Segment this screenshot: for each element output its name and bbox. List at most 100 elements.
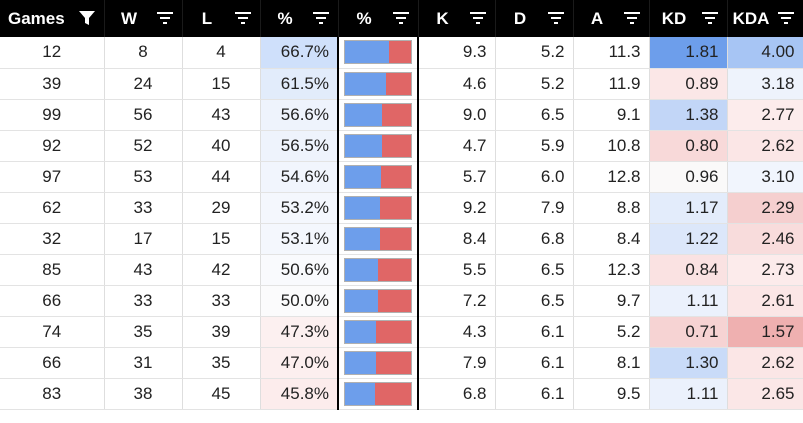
header-wins[interactable]: W	[104, 0, 183, 37]
win-pct-cell: 54.6%	[260, 161, 339, 193]
win-pct-cell: 45.8%	[260, 378, 339, 410]
deaths-cell: 6.5	[495, 285, 574, 317]
filter-active-icon[interactable]	[78, 10, 96, 26]
assists-cell: 12.3	[573, 254, 650, 286]
deaths-cell: 5.9	[495, 130, 574, 162]
header-label: D	[513, 9, 527, 28]
win-bar-cell	[337, 347, 419, 379]
filter-icon[interactable]	[312, 10, 330, 26]
win-bar-segment	[345, 165, 382, 188]
kd-cell: 1.38	[649, 99, 728, 131]
games-cell: 74	[0, 316, 105, 348]
win-loss-bar	[344, 319, 412, 344]
kills-cell: 7.2	[418, 285, 496, 317]
win-loss-bar	[344, 257, 412, 282]
header-kda[interactable]: KDA	[727, 0, 803, 37]
filter-icon[interactable]	[701, 10, 719, 26]
filter-icon[interactable]	[234, 10, 252, 26]
win-bar-cell	[337, 99, 419, 131]
losses-cell: 15	[182, 223, 261, 255]
table-row: 62 33 29 53.2% 9.2 7.9 8.8 1.17 2.29	[0, 192, 803, 224]
wins-cell: 31	[104, 347, 183, 379]
kills-cell: 8.4	[418, 223, 496, 255]
table-row: 74 35 39 47.3% 4.3 6.1 5.2 0.71 1.57	[0, 316, 803, 348]
deaths-cell: 6.5	[495, 254, 574, 286]
win-bar-cell	[337, 192, 419, 224]
header-kd[interactable]: KD	[649, 0, 728, 37]
deaths-cell: 5.2	[495, 68, 574, 100]
filter-icon[interactable]	[392, 10, 410, 26]
filter-icon[interactable]	[623, 10, 641, 26]
header-deaths[interactable]: D	[495, 0, 574, 37]
header-label: K	[436, 9, 449, 28]
win-bar-cell	[337, 223, 419, 255]
header-win-pct[interactable]: %	[260, 0, 339, 37]
kd-cell: 1.11	[649, 378, 728, 410]
games-cell: 85	[0, 254, 105, 286]
header-label: %	[277, 9, 293, 28]
assists-cell: 9.5	[573, 378, 650, 410]
wins-cell: 8	[104, 37, 183, 69]
filter-icon[interactable]	[156, 10, 174, 26]
table-row: 39 24 15 61.5% 4.6 5.2 11.9 0.89 3.18	[0, 68, 803, 100]
games-cell: 66	[0, 285, 105, 317]
win-bar-segment	[345, 72, 386, 95]
loss-bar-segment	[378, 289, 411, 312]
filter-icon[interactable]	[547, 10, 565, 26]
wins-cell: 33	[104, 192, 183, 224]
kd-cell: 1.30	[649, 347, 728, 379]
kda-cell: 4.00	[727, 37, 803, 69]
header-win-bar[interactable]: %	[338, 0, 419, 37]
win-pct-cell: 50.0%	[260, 285, 339, 317]
losses-cell: 42	[182, 254, 261, 286]
loss-bar-segment	[378, 258, 411, 281]
kd-cell: 0.71	[649, 316, 728, 348]
kd-cell: 1.22	[649, 223, 728, 255]
deaths-cell: 6.0	[495, 161, 574, 193]
win-bar-cell	[337, 285, 419, 317]
header-losses[interactable]: L	[182, 0, 261, 37]
stats-table: Games W L%% K D A KD KDA 12 8 4 66.7% 9.3 5.2 11.3 1.8…	[0, 0, 803, 410]
filter-icon[interactable]	[469, 10, 487, 26]
win-bar-cell	[337, 378, 419, 410]
kda-cell: 2.62	[727, 347, 803, 379]
kd-cell: 1.81	[649, 37, 728, 69]
kda-cell: 2.46	[727, 223, 803, 255]
games-cell: 62	[0, 192, 105, 224]
header-kills[interactable]: K	[418, 0, 496, 37]
kd-cell: 0.80	[649, 130, 728, 162]
kills-cell: 7.9	[418, 347, 496, 379]
filter-icon[interactable]	[777, 10, 795, 26]
losses-cell: 44	[182, 161, 261, 193]
losses-cell: 29	[182, 192, 261, 224]
win-bar-segment	[345, 289, 378, 312]
losses-cell: 39	[182, 316, 261, 348]
kda-cell: 2.61	[727, 285, 803, 317]
kills-cell: 4.7	[418, 130, 496, 162]
win-bar-cell	[337, 68, 419, 100]
games-cell: 83	[0, 378, 105, 410]
kda-cell: 1.57	[727, 316, 803, 348]
header-label: Games	[8, 9, 65, 28]
win-bar-segment	[345, 103, 383, 126]
losses-cell: 45	[182, 378, 261, 410]
header-label: KD	[661, 9, 687, 28]
win-bar-cell	[337, 130, 419, 162]
kd-cell: 1.17	[649, 192, 728, 224]
losses-cell: 35	[182, 347, 261, 379]
win-bar-segment	[345, 351, 377, 374]
assists-cell: 9.7	[573, 285, 650, 317]
wins-cell: 38	[104, 378, 183, 410]
header-games[interactable]: Games	[0, 0, 105, 37]
win-bar-segment	[345, 320, 377, 343]
win-pct-cell: 47.0%	[260, 347, 339, 379]
games-cell: 97	[0, 161, 105, 193]
games-cell: 39	[0, 68, 105, 100]
header-label: L	[201, 9, 213, 28]
assists-cell: 12.8	[573, 161, 650, 193]
win-loss-bar	[344, 195, 412, 220]
assists-cell: 8.4	[573, 223, 650, 255]
kills-cell: 9.0	[418, 99, 496, 131]
header-assists[interactable]: A	[573, 0, 650, 37]
kda-cell: 2.77	[727, 99, 803, 131]
